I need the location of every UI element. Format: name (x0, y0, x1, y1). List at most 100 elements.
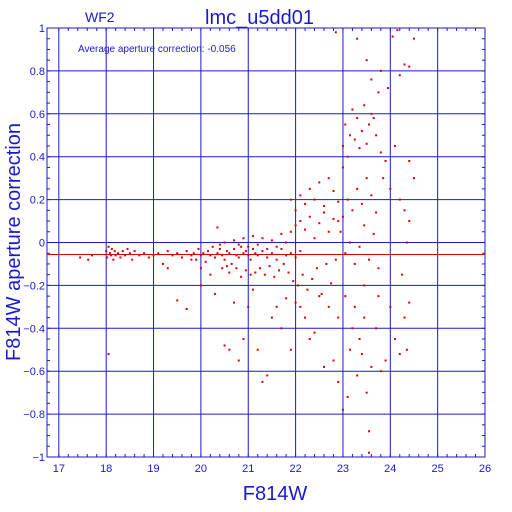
data-point (230, 262, 233, 265)
data-point (275, 258, 278, 261)
data-point (294, 209, 297, 212)
data-point (327, 230, 330, 233)
data-point (225, 250, 228, 253)
data-point (261, 250, 264, 253)
data-point (320, 292, 323, 295)
data-point (323, 365, 326, 368)
data-point (261, 237, 264, 240)
data-point (285, 254, 288, 257)
data-point (235, 254, 238, 257)
data-point (394, 144, 397, 147)
data-point (353, 305, 356, 308)
data-point (199, 267, 202, 270)
data-point (180, 256, 183, 259)
data-point (157, 252, 160, 255)
y-tick-label: 0.6 (30, 109, 45, 121)
data-point (337, 380, 340, 383)
y-tick-label: −0.4 (23, 323, 45, 335)
data-point (270, 316, 273, 319)
data-point (408, 220, 411, 223)
data-point (228, 271, 231, 274)
data-point (128, 252, 131, 255)
y-tick-label: 0.8 (30, 66, 45, 78)
data-point (377, 267, 380, 270)
x-axis-label: F814W (243, 483, 308, 505)
data-point (275, 305, 278, 308)
data-point (408, 65, 411, 68)
data-point (171, 254, 174, 257)
data-point (263, 273, 266, 276)
data-point (358, 245, 361, 248)
data-point (403, 316, 406, 319)
data-point (356, 374, 359, 377)
data-point (256, 254, 259, 257)
data-point (299, 194, 302, 197)
data-point (327, 177, 330, 180)
data-point (273, 275, 276, 278)
data-point (87, 258, 90, 261)
y-tick-label: 1 (39, 23, 45, 35)
data-point (289, 348, 292, 351)
data-point (131, 258, 134, 261)
data-point (278, 269, 281, 272)
data-point (152, 254, 155, 257)
data-point (313, 331, 316, 334)
data-point (377, 295, 380, 298)
data-point (384, 159, 387, 162)
y-tick-label: 0.4 (30, 152, 45, 164)
x-tick-label: 21 (242, 463, 254, 475)
data-point (308, 187, 311, 190)
data-point (394, 338, 397, 341)
data-point (408, 159, 411, 162)
data-point (247, 254, 250, 257)
data-point (323, 211, 326, 214)
chart-title: lmc_u5dd01 (205, 7, 314, 29)
data-point (304, 316, 307, 319)
data-point (353, 262, 356, 265)
y-tick-label: −0.2 (23, 280, 45, 292)
data-point (337, 220, 340, 223)
data-point (138, 254, 141, 257)
data-point (370, 112, 373, 115)
data-point (370, 365, 373, 368)
data-point (247, 305, 250, 308)
data-point (225, 265, 228, 268)
data-point (351, 108, 354, 111)
data-point (249, 258, 252, 261)
data-point (270, 252, 273, 255)
data-point (367, 258, 370, 261)
data-point (356, 37, 359, 40)
data-point (344, 123, 347, 126)
data-point (356, 117, 359, 120)
data-point (218, 247, 221, 250)
data-point (358, 147, 361, 150)
data-point (233, 239, 236, 242)
data-point (244, 269, 247, 272)
data-point (244, 250, 247, 253)
data-point (107, 245, 110, 248)
data-point (346, 395, 349, 398)
y-tick-label: −1 (32, 452, 45, 464)
data-point (114, 254, 117, 257)
data-point (266, 374, 269, 377)
data-point (282, 262, 285, 265)
data-point (240, 275, 243, 278)
data-point (375, 327, 378, 330)
data-point (398, 198, 401, 201)
data-point (190, 258, 193, 261)
data-point (384, 359, 387, 362)
data-point (351, 209, 354, 212)
data-point (363, 316, 366, 319)
x-tick-label: 17 (53, 463, 65, 475)
data-point (349, 241, 352, 244)
data-point (176, 299, 179, 302)
data-point (367, 451, 370, 454)
data-point (299, 305, 302, 308)
data-point (126, 247, 129, 250)
data-point (199, 284, 202, 287)
data-point (204, 260, 207, 263)
data-point (237, 256, 240, 259)
data-point (377, 91, 380, 94)
data-point (337, 200, 340, 203)
data-point (292, 280, 295, 283)
